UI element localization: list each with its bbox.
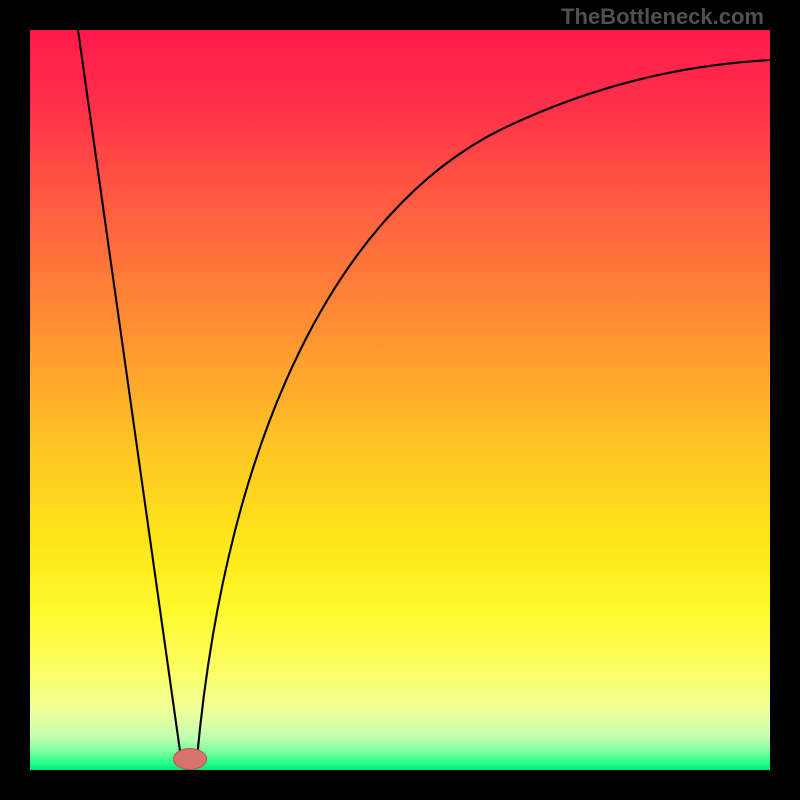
chart-frame: TheBottleneck.com	[0, 0, 800, 800]
watermark-text: TheBottleneck.com	[561, 4, 764, 30]
curve-layer	[0, 0, 800, 800]
right-curve	[197, 60, 770, 758]
left-curve	[78, 30, 181, 758]
minimum-marker	[173, 748, 207, 770]
